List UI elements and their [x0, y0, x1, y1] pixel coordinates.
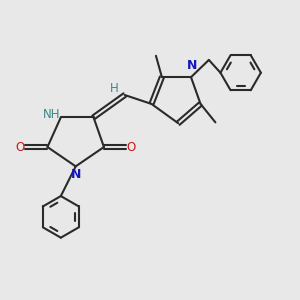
- Text: N: N: [70, 168, 81, 181]
- Text: N: N: [187, 59, 198, 72]
- Text: O: O: [126, 140, 136, 154]
- Text: H: H: [110, 82, 119, 95]
- Text: NH: NH: [43, 108, 60, 122]
- Text: O: O: [16, 140, 25, 154]
